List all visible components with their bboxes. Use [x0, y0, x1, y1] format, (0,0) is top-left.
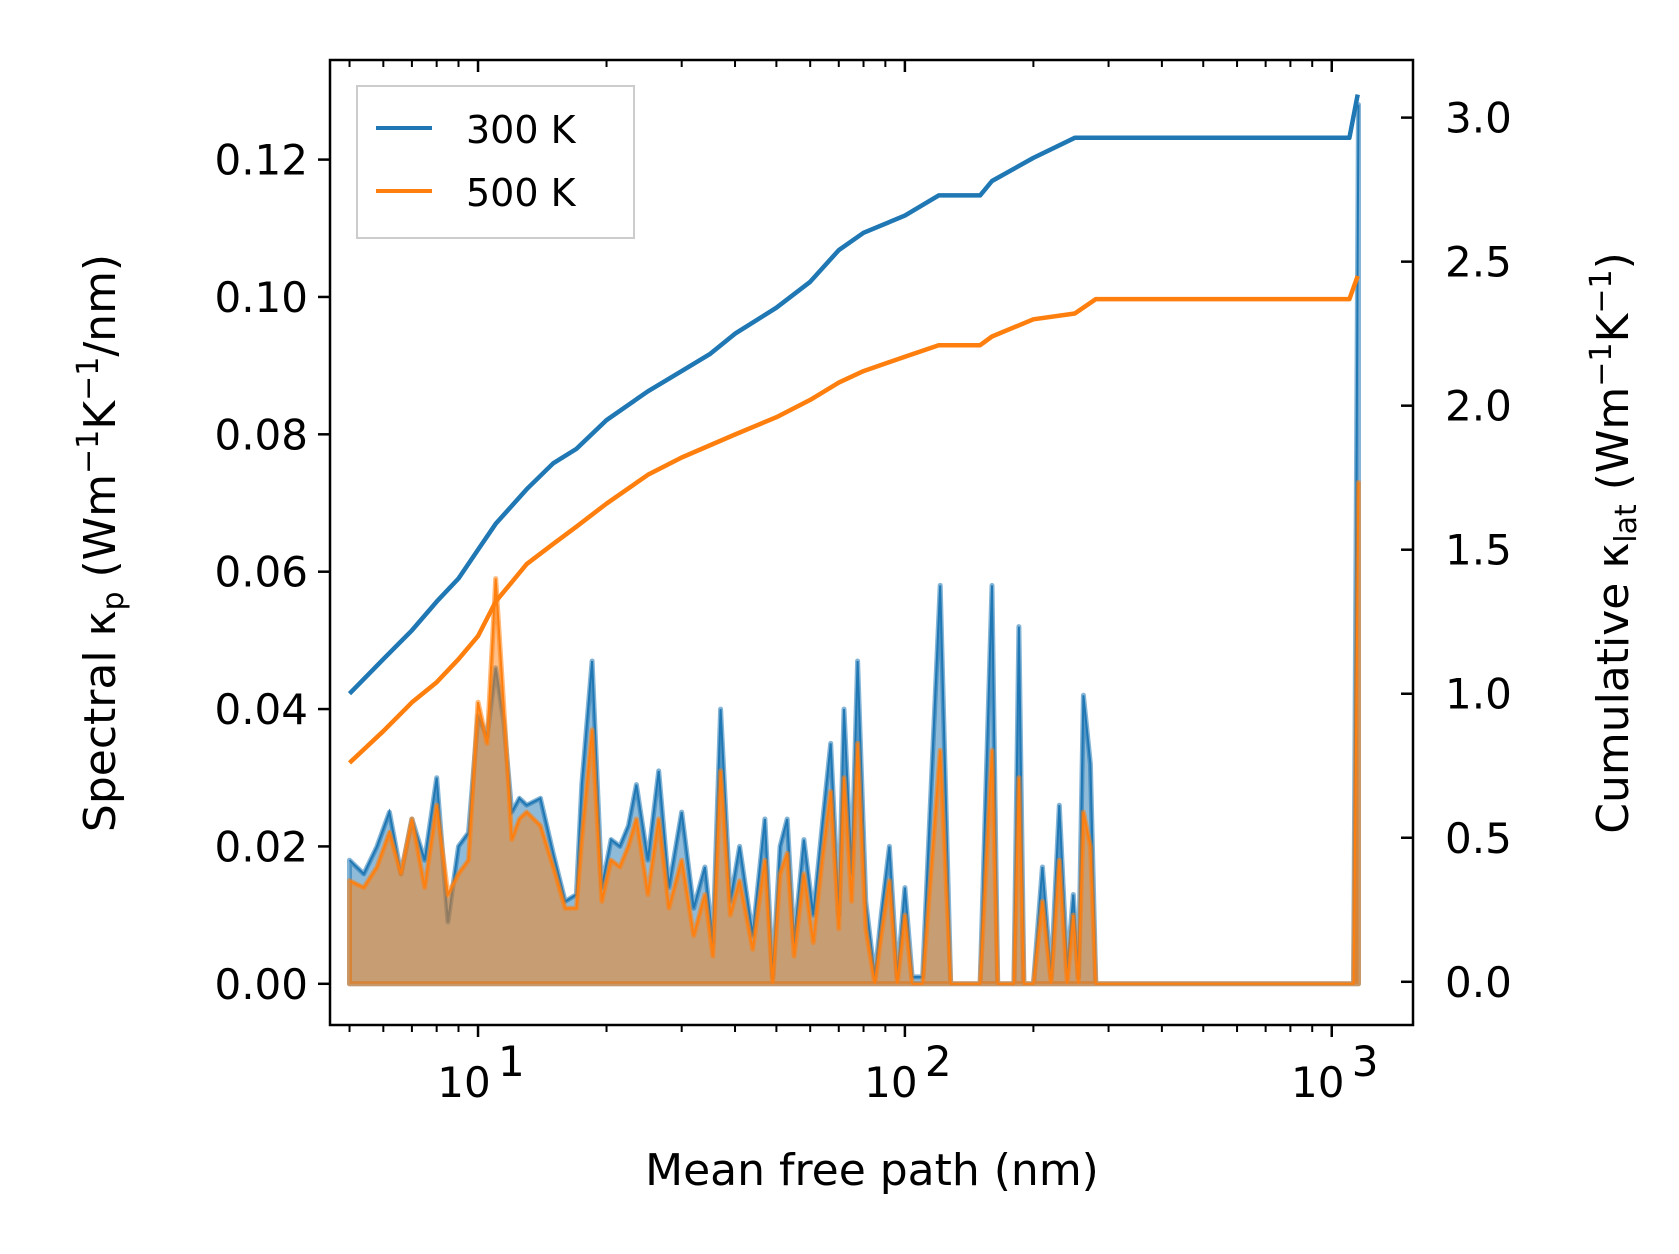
spectral-line-500k [349, 482, 1360, 985]
y-left-title-main: Spectral κ [75, 611, 126, 833]
cumulative-line-300k [347, 94, 1360, 696]
legend: 300 K 500 K [356, 85, 635, 239]
x-tick-label: 10 [437, 1058, 490, 1107]
cumulative-line-layer [347, 94, 1360, 765]
y-left-axis-title: Spectral κp (Wm−1K−1/nm) [71, 254, 131, 832]
y-left-title-exp2: −1 [71, 357, 106, 401]
y-right-tick-label: 1.0 [1445, 670, 1512, 719]
y-right-tick-label: 0.5 [1445, 814, 1512, 863]
x-tick-label-exponent: 1 [498, 1037, 525, 1086]
ticks-layer: 0.00 0.02 0.04 0.06 0.08 0.10 0.12 0.0 0.5 1.0 1.5… [214, 60, 1512, 1107]
y-right-title-exp2: −1 [1584, 269, 1619, 313]
y-left-title-sub: p [96, 591, 131, 610]
plot-frame [328, 58, 1415, 1027]
y-left-tick-label: 0.08 [214, 410, 308, 459]
y-right-title-unit-open: (Wm [1588, 387, 1639, 505]
y-right-title-unit-close: ) [1588, 252, 1639, 269]
y-right-title-unit-mid: K [1588, 312, 1639, 342]
legend-label-500k: 500 K [466, 171, 577, 215]
y-right-tick-label: 2.5 [1445, 238, 1512, 287]
y-left-title-unit-close: /nm) [75, 254, 126, 357]
legend-label-300k: 300 K [466, 108, 577, 152]
cumulative-line-500k [347, 275, 1360, 765]
y-left-tick-label: 0.12 [214, 136, 308, 185]
x-tick-label: 10 [864, 1058, 917, 1107]
x-tick-label-exponent: 2 [925, 1037, 952, 1086]
y-right-tick-label: 3.0 [1445, 94, 1512, 143]
y-right-axis-title: Cumulative κlat (Wm−1K−1) [1584, 252, 1644, 834]
y-left-title-exp1: −1 [71, 430, 106, 474]
x-tick-label-exponent: 3 [1352, 1037, 1379, 1086]
y-left-tick-label: 0.04 [214, 685, 308, 734]
y-left-title-unit-mid: K [75, 400, 126, 430]
y-left-tick-label: 0.10 [214, 273, 308, 322]
y-right-title-main: Cumulative κ [1588, 543, 1639, 834]
y-right-tick-label: 0.0 [1445, 958, 1512, 1007]
y-right-tick-label: 1.5 [1445, 526, 1512, 575]
legend-box [356, 85, 635, 239]
y-right-title-sub: lat [1609, 504, 1644, 543]
y-left-tick-label: 0.02 [214, 822, 308, 871]
y-left-title-unit-open: (Wm [75, 474, 126, 592]
x-axis-title: Mean free path (nm) [645, 1145, 1099, 1196]
y-left-tick-label: 0.00 [214, 960, 308, 1009]
x-tick-label: 10 [1291, 1058, 1344, 1107]
y-right-title-exp1: −1 [1584, 342, 1619, 386]
y-right-tick-label: 2.0 [1445, 382, 1512, 431]
y-left-tick-label: 0.06 [214, 548, 308, 597]
